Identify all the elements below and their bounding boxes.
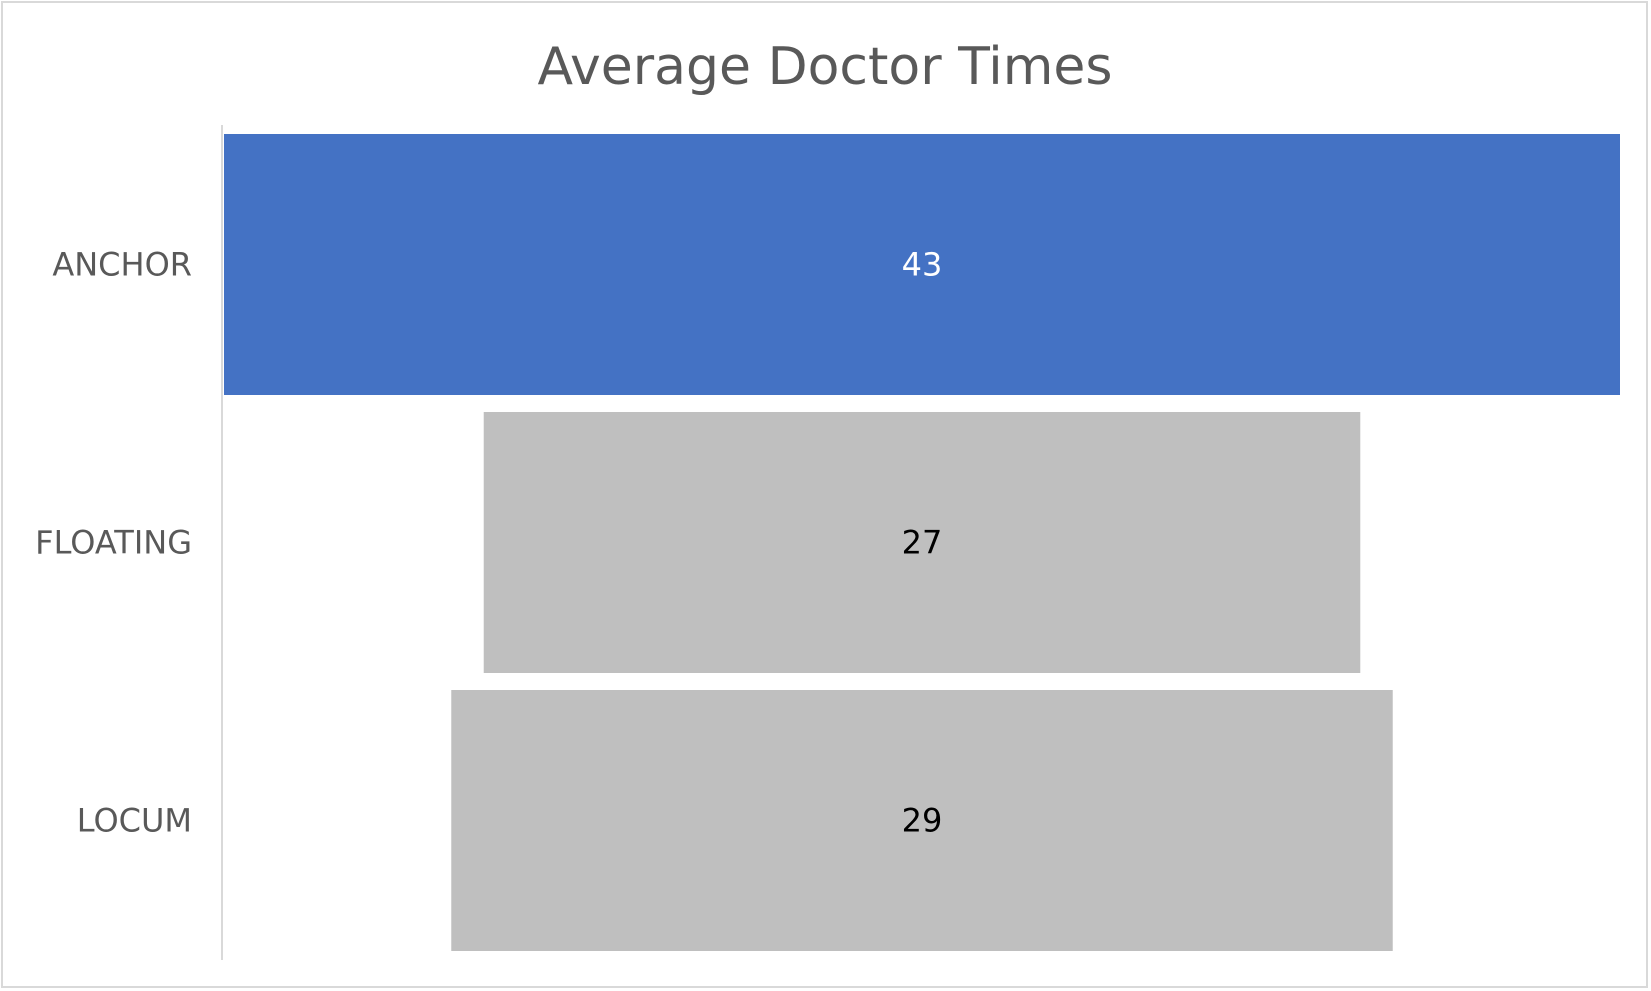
data-label-locum: 29 [902,802,943,840]
data-label-floating: 27 [902,524,943,562]
chart-title: Average Doctor Times [538,37,1113,97]
category-label-anchor: ANCHOR [52,246,192,284]
category-label-locum: LOCUM [77,802,192,840]
bar-floating [483,412,1361,673]
bar-anchor [224,134,1620,395]
category-label-floating: FLOATING [35,524,192,562]
data-label-anchor: 43 [902,246,943,284]
bars-group: 43 ANCHOR 27 FLOATING 29 LOCUM [35,134,1620,951]
bar-locum [451,690,1393,951]
